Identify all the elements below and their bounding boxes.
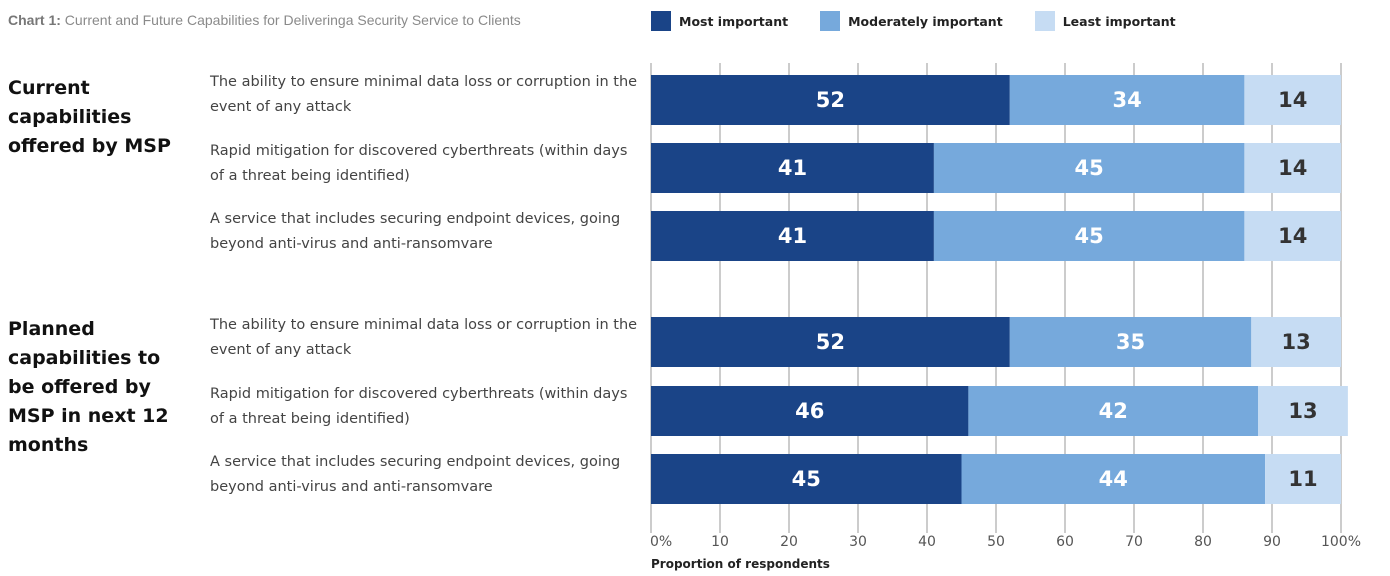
bar-value-label: 13 (1288, 399, 1317, 423)
bar-value-label: 52 (816, 330, 845, 354)
x-tick-label: 50 (987, 534, 1005, 550)
bar-value-label: 35 (1116, 330, 1145, 354)
x-axis-title: Proportion of respondents (651, 557, 830, 571)
bar-value-label: 14 (1278, 156, 1307, 180)
bar-value-label: 52 (816, 88, 845, 112)
bar-value-label: 45 (1075, 156, 1104, 180)
x-tick-label: 80 (1194, 534, 1212, 550)
x-tick-label: 20 (780, 534, 798, 550)
bar-value-label: 44 (1099, 467, 1128, 491)
x-tick-label: 10 (711, 534, 729, 550)
x-tick-label: 30 (849, 534, 867, 550)
bar-value-label: 14 (1278, 88, 1307, 112)
x-tick-label: 0% (650, 534, 672, 550)
bar-value-label: 45 (1075, 224, 1104, 248)
bar-value-label: 13 (1282, 330, 1311, 354)
bar-value-label: 41 (778, 156, 807, 180)
x-tick-label: 90 (1263, 534, 1281, 550)
x-tick-label: 60 (1056, 534, 1074, 550)
bar-value-label: 11 (1288, 467, 1317, 491)
x-tick-label: 40 (918, 534, 936, 550)
bar-value-label: 45 (792, 467, 821, 491)
x-tick-label: 100% (1321, 534, 1361, 550)
bar-value-label: 14 (1278, 224, 1307, 248)
bar-value-label: 34 (1112, 88, 1141, 112)
bar-value-label: 46 (795, 399, 824, 423)
bar-value-label: 41 (778, 224, 807, 248)
x-tick-label: 70 (1125, 534, 1143, 550)
bar-value-label: 42 (1099, 399, 1128, 423)
